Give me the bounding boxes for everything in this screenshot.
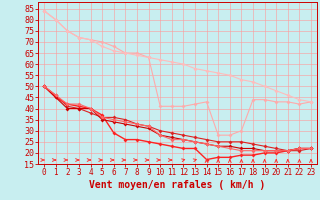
X-axis label: Vent moyen/en rafales ( km/h ): Vent moyen/en rafales ( km/h ) <box>90 180 266 190</box>
